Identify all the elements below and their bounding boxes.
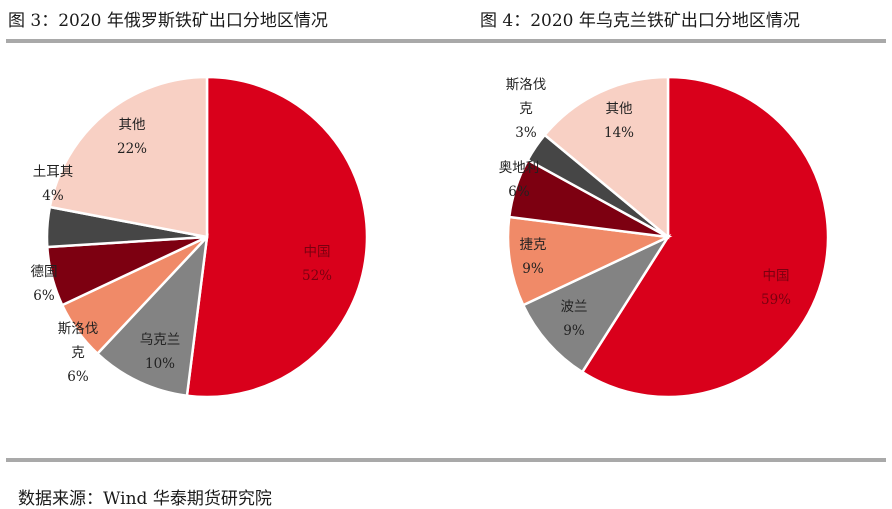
- ukraine-pie-chart: 中国 59% 波兰 9% 捷克 9% 奥地利 6% 斯洛伐克 3% 其他 14%: [499, 75, 830, 399]
- ukraine-slice-label-0: 中国 59%: [761, 268, 791, 308]
- ukraine-slice-1: [521, 234, 672, 374]
- ukraine-slice-label-5: 其他 14%: [604, 101, 634, 141]
- russia-slice-label-0: 中国 52%: [302, 244, 332, 284]
- bottom-divider: [6, 458, 886, 462]
- ukraine-slice-label-3: 奥地利 6%: [499, 159, 540, 200]
- russia-slice-label-1: 乌克兰 10%: [140, 332, 181, 372]
- ukraine-slice-5: [542, 75, 670, 240]
- russia-slice-label-3: 德国 6%: [31, 264, 58, 304]
- ukraine-slice-label-2: 捷克 9%: [520, 237, 547, 277]
- russia-slice-label-5: 其他 22%: [117, 117, 147, 157]
- russia-pie-chart: 中国 52% 乌克兰 10% 斯洛伐克 6%德国 6% 土耳其 4% 其他 22%: [31, 75, 369, 399]
- ukraine-slice-2: [506, 215, 673, 307]
- chart-title-right: 图 4：2020 年乌克兰铁矿出口分地区情况: [480, 11, 800, 31]
- top-divider: [6, 39, 886, 43]
- russia-slice-label-2: 斯洛伐克 6%: [58, 321, 99, 385]
- russia-slice-5: [48, 75, 209, 239]
- ukraine-slice-label-4: 斯洛伐克 3%: [506, 77, 547, 141]
- chart-title-left: 图 3：2020 年俄罗斯铁矿出口分地区情况: [8, 11, 328, 31]
- russia-slice-label-4: 土耳其 4%: [33, 164, 74, 204]
- ukraine-slice-0: [580, 75, 830, 399]
- ukraine-slice-label-1: 波兰 9%: [561, 299, 588, 339]
- source-note: 数据来源：Wind 华泰期货研究院: [18, 489, 272, 509]
- russia-slice-1: [95, 233, 209, 398]
- russia-slice-0: [185, 75, 369, 399]
